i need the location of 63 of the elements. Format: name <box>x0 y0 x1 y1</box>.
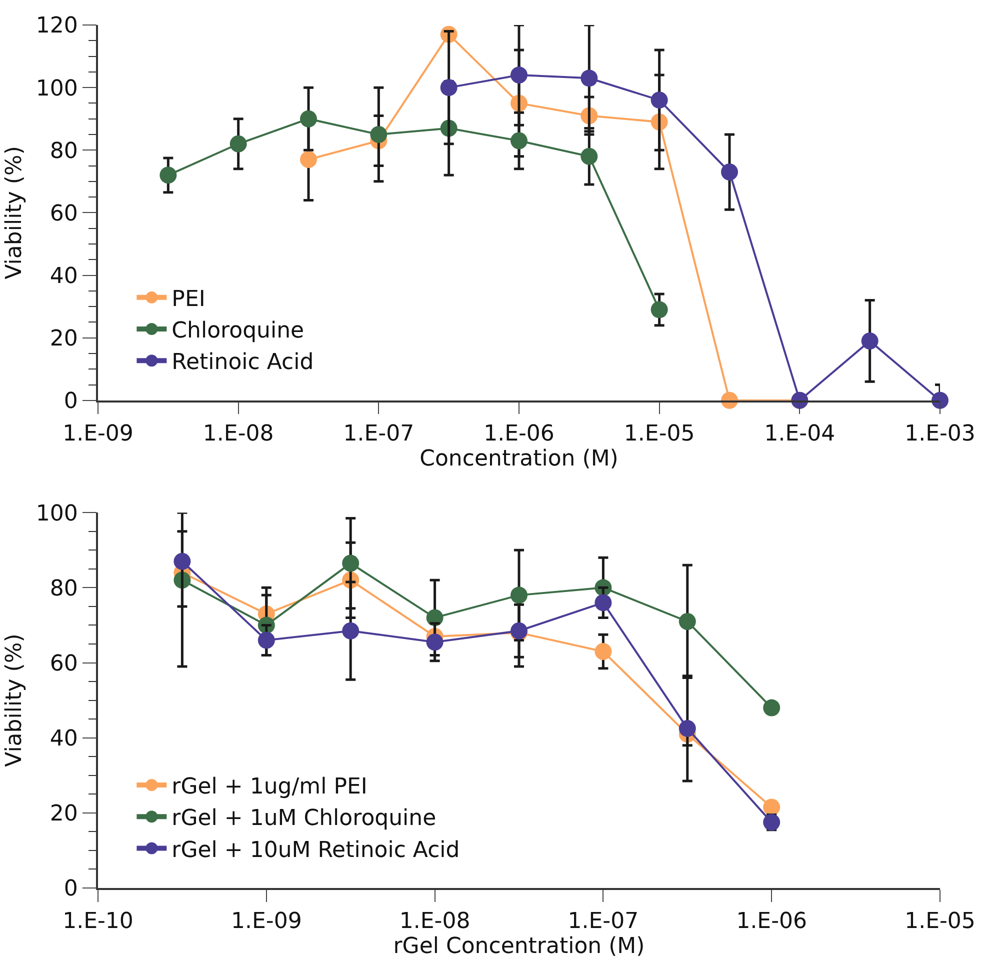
point <box>300 110 317 128</box>
point <box>650 92 668 109</box>
point <box>258 632 275 649</box>
x-tick-label: 1.E-09 <box>230 909 302 934</box>
y-axis-title: Viability (%) <box>2 634 28 767</box>
point <box>594 594 612 612</box>
x-tick-label: 1.E-09 <box>62 422 134 447</box>
point <box>174 552 191 570</box>
legend-label: Retinoic Acid <box>172 350 314 376</box>
legend-label: rGel + 1ug/ml PEI <box>172 774 368 800</box>
y-tick-label: 40 <box>50 726 78 752</box>
y-tick-label: 120 <box>36 14 78 39</box>
point <box>678 612 696 630</box>
y-tick-label: 20 <box>50 326 78 352</box>
x-tick-label: 1.E-03 <box>904 422 976 447</box>
y-tick-label: 100 <box>36 76 78 102</box>
point <box>763 699 780 716</box>
x-tick-label: 1.E-08 <box>202 422 274 447</box>
y-tick-label: 40 <box>50 264 78 289</box>
legend-label: Chloroquine <box>172 318 304 344</box>
y-tick-label: 80 <box>50 576 78 602</box>
point <box>594 642 612 660</box>
point <box>510 66 528 84</box>
legend-label: rGel + 10uM Retinoic Acid <box>172 838 460 863</box>
point <box>160 166 177 184</box>
point <box>342 554 360 572</box>
point <box>721 164 738 181</box>
x-tick-label: 1.E-06 <box>484 422 554 447</box>
point <box>230 135 247 152</box>
point <box>580 148 598 165</box>
point <box>370 126 388 143</box>
x-tick-label: 1.E-08 <box>399 909 470 934</box>
legend-label: PEI <box>172 287 206 312</box>
x-tick-label: 1.E-10 <box>62 909 134 934</box>
y-tick-label: 100 <box>36 501 78 526</box>
x-tick-label: 1.E-06 <box>736 909 808 934</box>
point <box>678 720 696 737</box>
point <box>300 151 317 168</box>
x-axis-title: rGel Concentration (M) <box>393 934 645 960</box>
point <box>510 132 528 150</box>
y-tick-label: 0 <box>64 876 78 902</box>
point <box>763 798 780 816</box>
x-tick-label: 1.E-07 <box>568 909 639 934</box>
y-tick-label: 60 <box>50 201 78 226</box>
y-axis-title: Viability (%) <box>2 146 28 280</box>
x-axis-title: Concentration (M) <box>420 446 618 472</box>
x-tick-label: 1.E-04 <box>764 422 836 447</box>
point <box>440 79 458 96</box>
legend-label: rGel + 1uM Chloroquine <box>172 806 436 832</box>
point <box>426 634 444 651</box>
x-tick-label: 1.E-05 <box>904 909 976 934</box>
y-tick-label: 80 <box>50 138 78 164</box>
point <box>932 392 948 409</box>
y-tick-label: 20 <box>50 802 78 827</box>
y-tick-label: 0 <box>64 389 78 414</box>
x-tick-label: 1.E-05 <box>624 422 695 447</box>
point <box>510 586 528 604</box>
point <box>650 301 668 318</box>
y-tick-label: 60 <box>50 651 78 676</box>
point <box>861 332 878 350</box>
x-tick-label: 1.E-07 <box>343 422 414 447</box>
point <box>342 622 360 640</box>
point <box>580 70 598 87</box>
